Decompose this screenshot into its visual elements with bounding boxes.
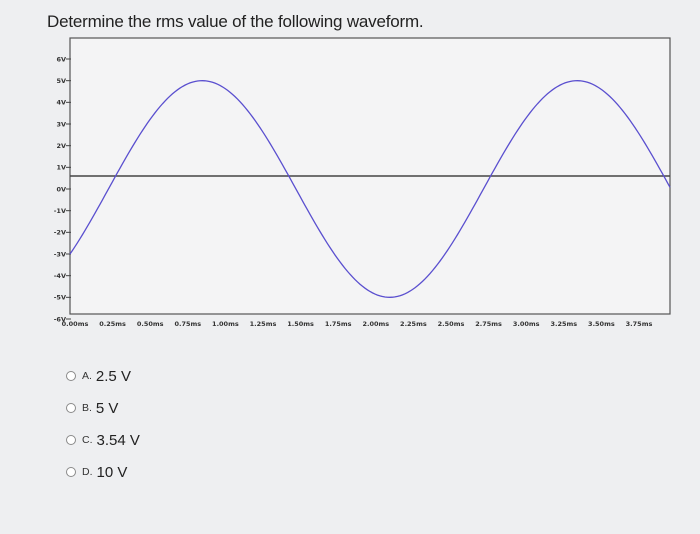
radio-c[interactable] bbox=[66, 435, 76, 445]
radio-b[interactable] bbox=[66, 403, 76, 413]
x-tick-label: 0.00ms bbox=[62, 320, 89, 328]
option-a-text: 2.5 V bbox=[95, 367, 131, 385]
y-tick-label: -5V bbox=[54, 294, 66, 302]
y-tick-label: -2V bbox=[54, 229, 66, 237]
option-c-text: 3.54 V bbox=[96, 431, 140, 449]
x-tick-label: 2.50ms bbox=[438, 320, 465, 328]
x-tick-label: 0.75ms bbox=[174, 320, 201, 328]
option-b-text: 5 V bbox=[95, 399, 119, 417]
option-c-letter: C. bbox=[82, 434, 93, 446]
x-tick-label: 1.25ms bbox=[250, 320, 277, 328]
y-tick-label: -6V bbox=[54, 315, 66, 323]
option-a[interactable]: A. 2.5 V bbox=[66, 360, 140, 392]
answer-options: A. 2.5 V B. 5 V C. 3.54 V D. 10 V bbox=[66, 360, 140, 488]
y-tick-label: 1V bbox=[56, 164, 66, 172]
y-tick-label: 6V bbox=[56, 55, 66, 63]
x-tick-label: 0.50ms bbox=[137, 320, 164, 328]
x-tick-label: 2.75ms bbox=[475, 320, 502, 328]
x-tick-label: 1.00ms bbox=[212, 320, 239, 328]
x-tick-label: 3.25ms bbox=[550, 320, 577, 328]
option-d-letter: D. bbox=[82, 466, 93, 478]
y-tick-label: -4V bbox=[54, 272, 66, 280]
x-tick-label: 0.25ms bbox=[99, 320, 126, 328]
option-d[interactable]: D. 10 V bbox=[66, 456, 140, 488]
option-a-letter: A. bbox=[82, 370, 92, 382]
y-tick-label: 4V bbox=[56, 99, 66, 107]
x-tick-label: 3.50ms bbox=[588, 320, 615, 328]
y-tick-label: 2V bbox=[56, 142, 66, 150]
x-tick-label: 1.75ms bbox=[325, 320, 352, 328]
option-c[interactable]: C. 3.54 V bbox=[66, 424, 140, 456]
y-axis: 6V 5V 4V 3V 2V 1V 0V -1V -2V -3V -4V -5V -6V bbox=[54, 55, 71, 323]
x-tick-label: 3.00ms bbox=[513, 320, 540, 328]
x-tick-label: 3.75ms bbox=[626, 320, 653, 328]
y-tick-label: 5V bbox=[56, 77, 66, 85]
x-tick-label: 1.50ms bbox=[287, 320, 314, 328]
radio-a[interactable] bbox=[66, 371, 76, 381]
series-layer bbox=[69, 80, 671, 298]
option-b[interactable]: B. 5 V bbox=[66, 392, 140, 424]
option-b-letter: B. bbox=[82, 402, 92, 414]
y-tick-label: -3V bbox=[54, 250, 66, 258]
sine-series-line bbox=[69, 80, 671, 298]
y-tick-label: 3V bbox=[56, 120, 66, 128]
x-tick-label: 2.00ms bbox=[362, 320, 389, 328]
y-tick-label: 0V bbox=[56, 185, 66, 193]
option-d-text: 10 V bbox=[96, 463, 128, 481]
x-tick-label: 2.25ms bbox=[400, 320, 427, 328]
question-text: Determine the rms value of the following… bbox=[47, 12, 424, 31]
y-tick-label: -1V bbox=[54, 207, 66, 215]
x-axis: 0.00ms 0.25ms 0.50ms 0.75ms 1.00ms 1.25ms 1.50… bbox=[62, 320, 653, 328]
radio-d[interactable] bbox=[66, 467, 76, 477]
